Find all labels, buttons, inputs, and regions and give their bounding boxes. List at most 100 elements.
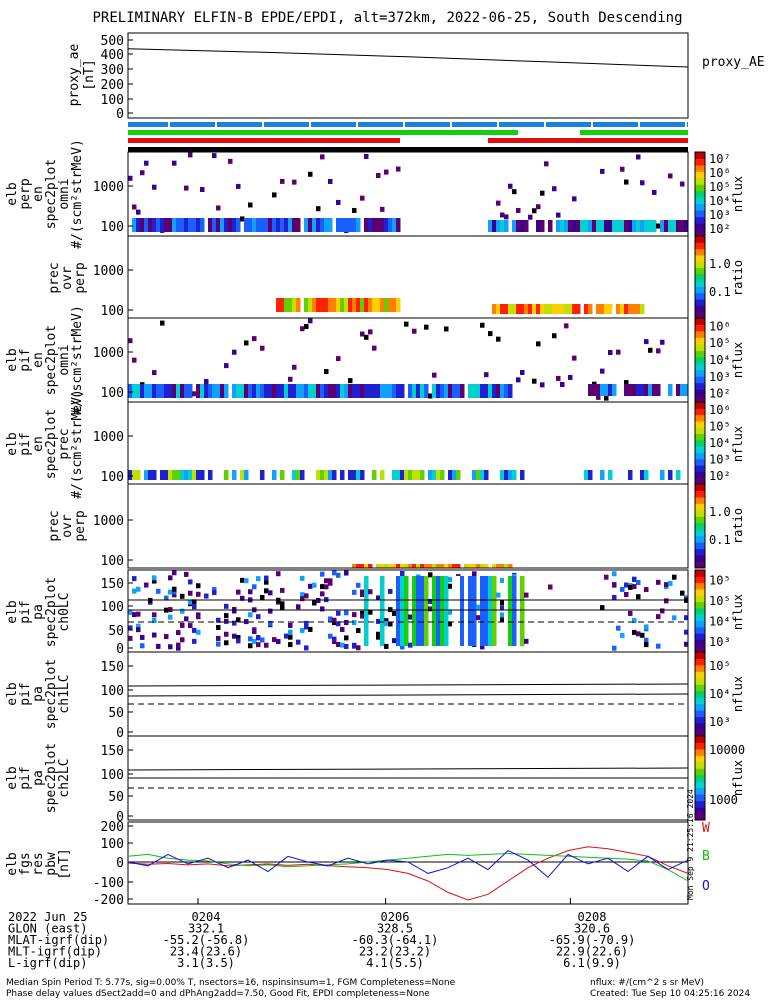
elb-perp-cell <box>600 168 605 174</box>
proxy-ae-ylabel-units: [nT] <box>82 59 97 90</box>
ch0lc-cell <box>268 590 273 596</box>
ch0lc-band-cell <box>452 576 457 646</box>
prec-ovr-1-cbtick: 1.0 <box>709 257 731 271</box>
prec-ovr-2-cell <box>320 510 325 516</box>
footer-units: nflux: #/(cm^2 s sr MeV) <box>590 978 704 988</box>
prec-ovr-2-cell <box>296 522 301 528</box>
prec-ovr-1-cell <box>600 260 605 266</box>
prec-ovr-2-cell <box>220 554 225 560</box>
ch0lc-cell <box>636 631 641 637</box>
elb-pif-band-cell <box>668 384 673 396</box>
prec-ovr-1-cell <box>192 259 197 265</box>
elb-perp-cell <box>620 166 625 172</box>
elb-pif-band-cell <box>400 384 405 398</box>
elb-pif-prec-band-cell <box>504 470 509 480</box>
info-row-value: 0206 <box>381 910 410 924</box>
ch0lc-cell <box>140 634 145 640</box>
elb-perp-band-cell <box>248 218 253 232</box>
ch0lc-cell <box>144 582 149 588</box>
elb-perp-band-cell <box>236 218 241 232</box>
colorbar-segment <box>695 548 705 556</box>
ch0lc-cell <box>352 642 357 648</box>
prec-ovr-1-cell <box>644 281 649 287</box>
prec-ovr-1-cell <box>572 241 577 247</box>
prec-ovr-1-band-cell <box>504 304 509 314</box>
colorbar-segment <box>695 588 705 596</box>
elb-pif-prec-band-cell <box>660 470 665 480</box>
status-bar-blue <box>128 122 688 127</box>
elb-perp-cell <box>544 161 549 167</box>
ch0lc-cell <box>336 572 341 578</box>
elb-pif-prec-band-cell <box>272 470 277 480</box>
colorbar-segment <box>695 516 705 524</box>
ch2lc-ylabel-2: pa <box>31 770 46 786</box>
elb-pif-cell <box>604 395 609 401</box>
elb-perp-band-cell <box>196 218 201 232</box>
ch2lc-ytick-label: 0 <box>116 810 124 825</box>
ch0lc-cell <box>500 578 505 584</box>
elb-perp-band-cell <box>500 220 505 232</box>
ch0lc-cell <box>480 644 485 650</box>
ch0lc-band-cell <box>412 576 417 646</box>
elb-pif-band-cell <box>384 384 389 398</box>
elb-pif-prec-band-cell <box>160 470 165 480</box>
elb-pif-prec-band-cell <box>600 470 605 480</box>
colorbar-segment <box>695 389 705 397</box>
elb-pif-prec-cbtick: 10³ <box>709 452 731 466</box>
elb-pif-prec-band-cell <box>296 470 301 480</box>
elb-perp-band-cell <box>516 220 521 232</box>
elb-perp-cell <box>656 223 661 229</box>
ch0lc-cell <box>196 591 201 597</box>
prec-ovr-2-cell <box>396 543 401 549</box>
prec-ovr-1-cell <box>156 265 161 271</box>
colorbar-segment <box>695 330 705 338</box>
prec-ovr-2-cell <box>564 542 569 548</box>
prec-ovr-1-band-cell <box>516 304 521 314</box>
colorbar-segment <box>695 350 705 358</box>
ch0lc-cell <box>644 624 649 630</box>
ch0lc-cell <box>328 633 333 639</box>
ch0lc-cell <box>524 592 529 598</box>
ch0lc-cell <box>352 620 357 626</box>
prec-ovr-2-cell <box>300 540 305 546</box>
prec-ovr-1-cell <box>332 244 337 250</box>
prec-ovr-1-cell <box>636 269 641 275</box>
ch0lc-cell <box>392 638 397 644</box>
elb-perp-band-cell <box>324 218 329 232</box>
colorbar-segment <box>695 292 705 300</box>
prec-ovr-2-band-cell <box>384 564 389 568</box>
elb-pif-cell <box>304 324 309 330</box>
elb-perp-band-cell <box>580 220 585 232</box>
ch0lc-cell <box>268 608 273 614</box>
elb-pif-prec-band-cell <box>180 470 185 480</box>
colorbar-segment <box>695 254 705 262</box>
elb-perp-band-cell <box>568 220 573 232</box>
status-bar-gap <box>450 122 452 127</box>
ch1lc-cbtick: 10³ <box>709 715 731 729</box>
ch0lc-cell <box>196 614 201 620</box>
prec-ovr-1-cell <box>316 263 321 269</box>
ch0lc-cell <box>356 628 361 634</box>
prec-ovr-1-cell <box>392 259 397 265</box>
elb-pif-prec-band-cell <box>472 470 477 480</box>
elb-pif-cell <box>516 377 521 383</box>
elb-pif-prec-band-cell <box>400 470 405 480</box>
elb-pif-band-cell <box>176 384 181 398</box>
elb-pif-prec-band-cell <box>300 470 305 480</box>
prec-ovr-1-cell <box>660 293 665 299</box>
elb-perp-band-cell <box>372 218 377 232</box>
elb-perp-cell <box>292 179 297 185</box>
ch0lc-cell <box>168 589 173 595</box>
elb-pif-band-cell <box>508 384 513 398</box>
prec-ovr-2-cell <box>244 510 249 516</box>
prec-ovr-2-band-cell <box>368 564 373 568</box>
prec-ovr-1-band-cell <box>368 298 373 312</box>
elb-pif-prec-band-cell <box>148 470 153 480</box>
prec-ovr-1-band-cell <box>600 304 605 314</box>
proxy-ae-ytick-label: 400 <box>101 48 124 63</box>
elb-pif-prec-band-cell <box>520 470 525 480</box>
colorbar-segment <box>695 677 705 685</box>
elb-pif-prec-band-cell <box>392 470 397 480</box>
elb-perp-band-cell <box>144 218 149 232</box>
elb-perp-band-cell <box>152 218 157 232</box>
